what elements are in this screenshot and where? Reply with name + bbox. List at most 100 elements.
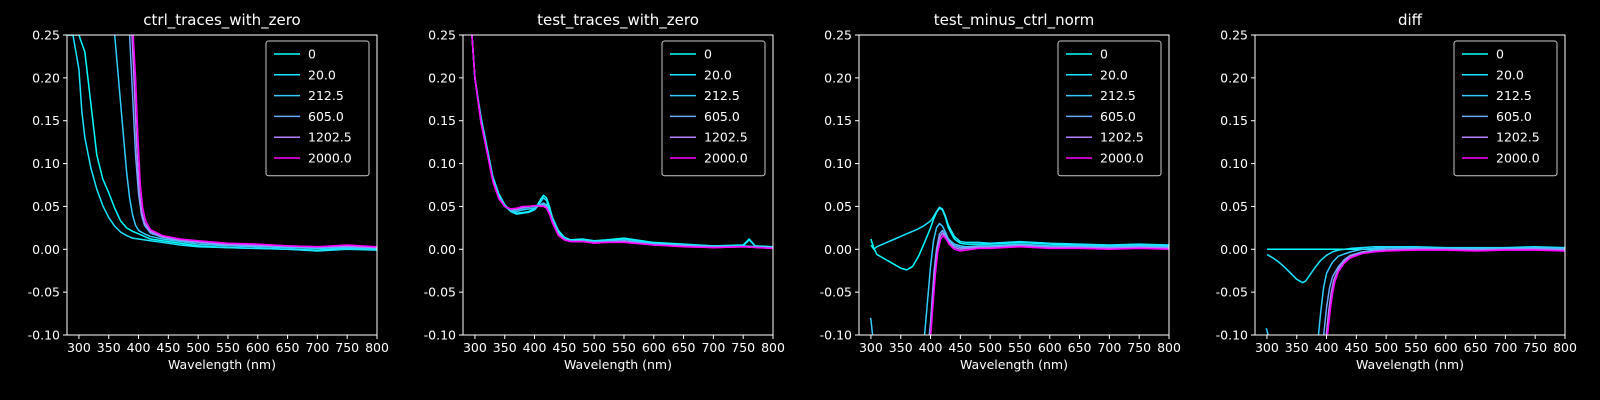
series-line-5 [1325,248,1565,335]
series-line-1 [870,207,1169,271]
chart-title: test_minus_ctrl_norm [934,11,1095,30]
legend-label: 605.0 [704,109,740,124]
legend-label: 605.0 [308,109,344,124]
y-tick-label: 0.00 [428,242,456,257]
series-line-3 [869,222,1169,335]
x-tick-label: 800 [365,340,389,355]
legend-label: 2000.0 [1100,151,1144,166]
x-tick-label: 650 [672,340,696,355]
series-line-2 [1266,245,1565,284]
x-tick-label: 500 [978,340,1002,355]
x-tick-label: 400 [1315,340,1339,355]
axes-frame [66,34,378,336]
series-line-6 [132,35,377,248]
chart-title: test_traces_with_zero [537,11,699,30]
x-tick-label: 600 [1038,340,1062,355]
series-line-2 [870,206,1169,251]
legend-label: 1202.5 [1496,130,1540,145]
x-tick-label: 650 [1068,340,1092,355]
legend-label: 20.0 [704,67,732,82]
y-tick-label: 0.00 [32,242,60,257]
legend-label: 605.0 [1496,109,1532,124]
y-tick-label: -0.05 [424,285,456,300]
series-line-2 [67,35,377,252]
legend-label: 2000.0 [308,151,352,166]
x-tick-label: 700 [1493,340,1517,355]
x-tick-label: 600 [246,340,270,355]
x-tick-label: 700 [1097,340,1121,355]
series-group [67,35,377,252]
x-tick-label: 600 [642,340,666,355]
x-tick-label: 550 [1404,340,1428,355]
legend-label: 605.0 [1100,109,1136,124]
x-tick-label: 300 [859,340,883,355]
legend: 0 20.0 212.5 605.0 1202.5 2000.0 [265,40,370,177]
x-tick-label: 350 [97,340,121,355]
x-tick-label: 800 [1157,340,1181,355]
legend-label: 212.5 [704,88,740,103]
x-tick-label: 650 [276,340,300,355]
x-tick-label: 700 [701,340,725,355]
x-tick-label: 350 [1285,340,1309,355]
chart-panel-2: 300 350 400 450 500 550 600 650 700 750 800 -0.10 -0… [424,11,785,372]
x-tick-label: 450 [552,340,576,355]
x-tick-label: 350 [493,340,517,355]
y-tick-label: 0.20 [428,70,456,85]
x-axis-label: Wavelength (nm) [960,357,1068,372]
x-tick-label: 300 [67,340,91,355]
axes-frame [858,34,1170,336]
series-line-3 [1265,246,1565,335]
y-tick-label: 0.05 [428,199,456,214]
series-group [869,206,1169,335]
x-tick-label: 600 [1434,340,1458,355]
legend-label: 20.0 [308,67,336,82]
legend-label: 212.5 [1100,88,1136,103]
y-tick-label: 0.25 [1220,28,1248,43]
x-tick-label: 500 [1374,340,1398,355]
x-tick-label: 300 [1255,340,1279,355]
series-line-1 [471,35,773,248]
legend-label: 20.0 [1496,67,1524,82]
axes-frame [462,34,774,336]
y-tick-label: 0.15 [428,113,456,128]
x-axis-label: Wavelength (nm) [564,357,672,372]
y-tick-label: 0.10 [32,156,60,171]
legend-label: 1202.5 [308,130,352,145]
x-tick-label: 450 [156,340,180,355]
series-line-5 [929,232,1169,335]
x-tick-label: 800 [761,340,785,355]
y-tick-label: -0.05 [28,285,60,300]
y-tick-label: 0.15 [32,113,60,128]
x-tick-label: 400 [127,340,151,355]
y-tick-label: -0.10 [424,328,456,343]
legend-label: 1202.5 [704,130,748,145]
legend-label: 0 [1100,47,1108,62]
x-tick-label: 750 [1523,340,1547,355]
x-tick-label: 550 [612,340,636,355]
y-tick-label: 0.10 [824,156,852,171]
y-tick-label: -0.05 [820,285,852,300]
y-tick-label: -0.05 [1216,285,1248,300]
legend-label: 0 [308,47,316,62]
legend-label: 212.5 [308,88,344,103]
series-line-3 [113,35,377,250]
legend: 0 20.0 212.5 605.0 1202.5 2000.0 [1453,40,1558,177]
legend: 0 20.0 212.5 605.0 1202.5 2000.0 [661,40,766,177]
series-group [1265,245,1565,335]
y-tick-label: 0.20 [824,70,852,85]
y-tick-label: 0.15 [824,113,852,128]
x-tick-label: 500 [582,340,606,355]
y-tick-label: -0.10 [28,328,60,343]
y-tick-label: 0.10 [1220,156,1248,171]
x-tick-label: 750 [335,340,359,355]
x-tick-label: 550 [1008,340,1032,355]
y-tick-label: 0.25 [824,28,852,43]
chart-panel-1: 300 350 400 450 500 550 600 650 700 750 800 -0.10 -0… [28,11,389,372]
x-tick-label: 800 [1553,340,1577,355]
legend-label: 1202.5 [1100,130,1144,145]
series-line-4 [128,35,377,249]
y-tick-label: -0.10 [820,328,852,343]
legend-label: 20.0 [1100,67,1128,82]
x-tick-label: 550 [216,340,240,355]
